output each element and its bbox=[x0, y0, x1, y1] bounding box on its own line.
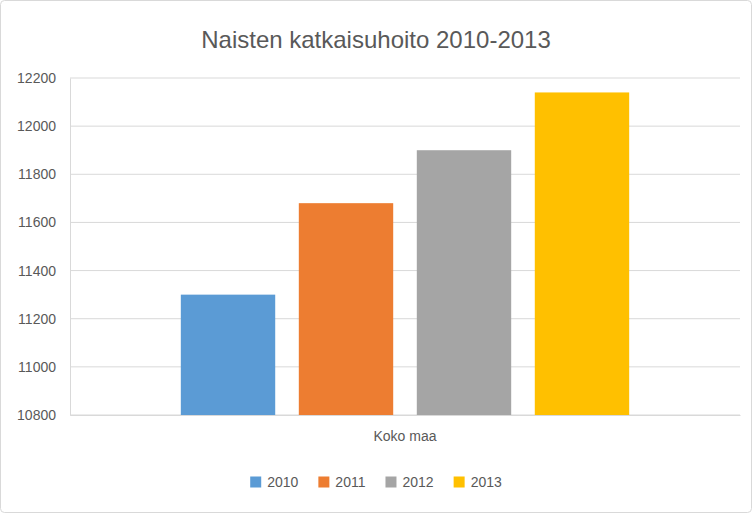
y-tick-label: 11000 bbox=[18, 359, 56, 375]
legend-item: 2012 bbox=[385, 474, 433, 490]
grid-line bbox=[70, 78, 740, 79]
legend-swatch bbox=[385, 477, 396, 488]
x-tick: Koko maa bbox=[373, 415, 436, 444]
bar bbox=[299, 203, 393, 415]
y-tick-label: 12000 bbox=[17, 118, 56, 134]
legend-swatch bbox=[454, 477, 465, 488]
legend-item: 2010 bbox=[250, 474, 298, 490]
y-tick: 11600 bbox=[18, 214, 70, 230]
legend-item: 2011 bbox=[318, 474, 365, 490]
x-axis: Koko maa bbox=[71, 415, 741, 444]
x-tick-label: Koko maa bbox=[373, 428, 436, 444]
grid bbox=[70, 78, 740, 415]
legend-label: 2012 bbox=[402, 474, 433, 490]
grid-line bbox=[70, 174, 740, 175]
grid-line bbox=[70, 415, 740, 416]
y-tick-label: 11400 bbox=[18, 263, 56, 279]
legend-label: 2011 bbox=[335, 474, 365, 490]
y-tick: 10800 bbox=[17, 407, 70, 423]
y-tick: 11200 bbox=[18, 311, 70, 327]
grid-line bbox=[70, 270, 740, 271]
bar bbox=[417, 150, 511, 415]
y-tick: 12000 bbox=[17, 118, 70, 134]
y-tick: 11400 bbox=[18, 263, 70, 279]
plot: 10800 11000 11200 11400 11600 11800 12000 12200… bbox=[17, 70, 740, 444]
y-tick-label: 11800 bbox=[18, 166, 56, 182]
grid-line bbox=[70, 318, 740, 319]
y-tick-label: 10800 bbox=[17, 407, 56, 423]
legend-swatch bbox=[250, 477, 261, 488]
legend-swatch bbox=[318, 477, 329, 488]
y-tick: 12200 bbox=[17, 70, 70, 86]
chart-frame bbox=[1, 1, 752, 513]
y-tick-label: 11200 bbox=[18, 311, 56, 327]
grid-line bbox=[70, 222, 740, 223]
bar bbox=[181, 295, 275, 415]
legend: 2010 2011 2012 2013 bbox=[250, 474, 502, 490]
chart-title: Naisten katkaisuhoito 2010-2013 bbox=[201, 26, 551, 53]
y-tick: 11800 bbox=[18, 166, 70, 182]
x-axis-line bbox=[71, 415, 741, 416]
y-tick-label: 11600 bbox=[18, 214, 56, 230]
grid-line bbox=[70, 126, 740, 127]
grid-line bbox=[70, 366, 740, 367]
legend-label: 2013 bbox=[471, 474, 502, 490]
bars bbox=[181, 92, 629, 415]
y-axis: 10800 11000 11200 11400 11600 11800 12000 12200 bbox=[17, 70, 70, 423]
bar bbox=[535, 92, 629, 415]
legend-item: 2013 bbox=[454, 474, 502, 490]
y-tick-label: 12200 bbox=[17, 70, 56, 86]
legend-label: 2010 bbox=[267, 474, 298, 490]
chart: Naisten katkaisuhoito 2010-2013 10800 1100… bbox=[0, 0, 752, 513]
y-tick: 11000 bbox=[18, 359, 70, 375]
y-axis-line bbox=[70, 79, 71, 416]
